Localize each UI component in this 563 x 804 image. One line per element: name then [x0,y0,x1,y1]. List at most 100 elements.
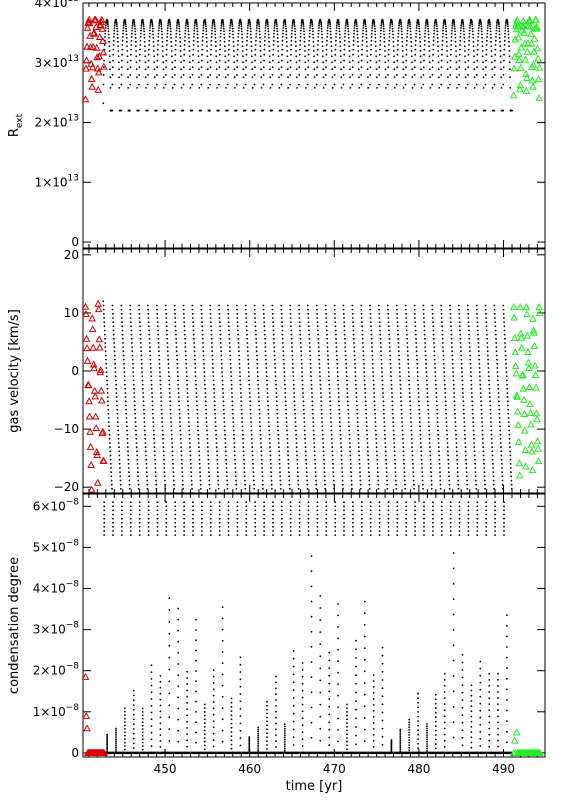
data-point [476,312,478,315]
data-point [134,37,137,39]
data-point [478,24,480,27]
green-marker [531,361,539,369]
data-point [298,304,300,307]
data-point [321,433,324,436]
data-point [506,396,509,398]
data-point [331,446,334,449]
data-point [272,44,275,46]
data-point [180,454,183,457]
data-point [388,29,391,32]
data-point [157,44,159,46]
data-point [339,37,341,39]
data-point [387,325,390,328]
data-point [176,358,179,361]
data-point [209,59,212,62]
data-point [382,392,384,394]
data-point [459,48,461,51]
data-point [388,333,391,336]
data-point [285,425,288,428]
data-point [493,83,496,86]
data-point [333,109,336,112]
data-point [165,308,167,311]
data-point [471,412,474,415]
data-point [202,342,204,344]
data-point [141,367,143,369]
data-point [231,25,234,28]
data-point [215,429,217,432]
green-marker [509,303,518,311]
data-point [429,462,432,465]
data-point [218,312,221,315]
data-point [363,362,365,365]
data-point [254,53,257,56]
data-point [361,39,364,42]
data-point [251,454,254,457]
data-point [184,24,187,27]
data-point [153,61,156,64]
data-point [476,66,478,69]
data-point [304,446,307,449]
data-point [290,53,292,56]
data-point [227,53,230,56]
data-point [308,346,311,348]
data-point [424,350,427,353]
data-point [276,421,279,423]
data-point [190,479,193,482]
data-point [264,27,267,29]
data-point [487,367,490,369]
data-point [132,737,135,740]
data-point [492,467,494,469]
data-point [412,471,415,474]
data-point [424,27,427,29]
data-point [469,354,471,357]
data-point [170,33,172,36]
data-point [265,367,268,369]
data-point [267,37,270,39]
data-point [446,446,449,449]
data-point [132,747,135,749]
data-point [298,53,301,56]
data-point [297,109,300,112]
data-point [153,55,156,58]
green-marker [516,303,525,311]
data-point [384,446,387,449]
data-point [351,74,354,76]
data-point [353,29,356,32]
data-point [138,317,141,319]
data-point [277,442,280,444]
data-point [345,23,347,25]
data-point [320,25,323,28]
data-point [247,23,250,25]
data-point [379,329,381,332]
data-point [196,37,199,39]
data-point [153,50,155,52]
data-point [162,454,165,457]
data-point [442,354,445,357]
data-point [259,421,261,423]
green-marker [524,39,532,47]
data-point [195,396,198,398]
data-point [115,733,117,735]
data-point [488,392,491,394]
data-point [463,33,465,36]
data-point [395,304,398,307]
data-point [436,417,439,419]
data-point [428,50,431,52]
data-point [382,23,385,26]
data-point [367,450,369,453]
red-marker [95,335,104,343]
data-point [122,358,125,361]
data-point [506,383,508,386]
data-point [463,425,466,428]
red-marker [93,53,102,61]
data-point [411,76,414,79]
data-point [125,30,128,33]
data-point [459,39,462,42]
data-point [223,40,226,43]
data-point [204,400,207,403]
data-point [117,40,119,43]
data-point [436,40,439,43]
data-point [304,433,306,436]
data-point [214,30,217,33]
data-point [253,483,255,486]
